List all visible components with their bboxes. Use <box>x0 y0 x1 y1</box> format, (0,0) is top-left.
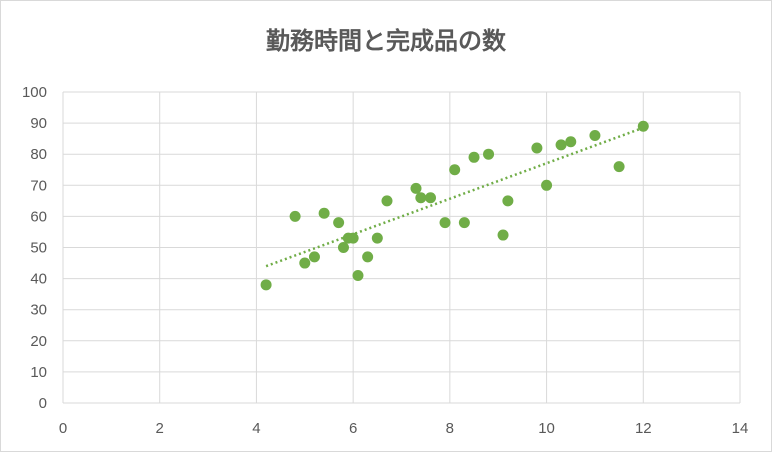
data-point <box>260 279 272 291</box>
trendline <box>265 126 644 268</box>
data-point <box>502 195 514 207</box>
data-point <box>468 151 480 163</box>
data-point <box>299 257 311 269</box>
data-point <box>410 182 422 194</box>
data-point <box>362 251 374 263</box>
gridlines <box>62 91 741 404</box>
data-point <box>308 251 320 263</box>
data-point <box>381 195 393 207</box>
y-tick-label: 80 <box>30 146 47 163</box>
x-tick-label: 6 <box>349 420 357 437</box>
data-point <box>565 136 577 148</box>
data-point <box>613 161 625 173</box>
y-tick-label: 30 <box>30 302 47 319</box>
y-tick-label: 100 <box>22 84 47 101</box>
x-tick-label: 8 <box>446 420 454 437</box>
data-point <box>415 192 427 204</box>
x-tick-label: 2 <box>156 420 164 437</box>
data-point <box>337 242 349 253</box>
y-tick-label: 50 <box>30 240 47 257</box>
data-point <box>371 232 383 244</box>
data-point <box>289 210 301 222</box>
data-points <box>260 120 649 291</box>
data-point <box>439 217 451 229</box>
data-point <box>333 217 345 229</box>
y-tick-label: 40 <box>30 271 47 288</box>
y-tick-label: 70 <box>30 177 47 194</box>
data-point <box>352 269 364 281</box>
y-tick-label: 0 <box>39 395 47 412</box>
data-point <box>497 229 509 241</box>
axis-tick-labels: 0 10 20 30 40 50 60 70 80 90 100 0 2 4 6 8 10 12 14 <box>22 84 748 437</box>
chart-title: 勤務時間と完成品の数 <box>266 27 506 55</box>
y-tick-label: 20 <box>30 333 47 350</box>
y-tick-label: 90 <box>30 115 47 132</box>
data-point <box>541 179 553 191</box>
data-point <box>589 130 601 142</box>
data-point <box>318 207 330 219</box>
y-tick-label: 60 <box>30 208 47 225</box>
y-tick-label: 10 <box>30 364 47 381</box>
x-tick-label: 10 <box>538 420 555 437</box>
x-tick-label: 12 <box>635 420 652 437</box>
data-point <box>449 164 461 176</box>
data-point <box>458 217 470 229</box>
data-point <box>347 232 359 244</box>
data-point <box>483 148 495 160</box>
x-tick-label: 14 <box>732 420 749 437</box>
data-point <box>555 139 567 151</box>
data-point <box>425 192 437 204</box>
trendline-group <box>265 126 644 268</box>
data-point <box>531 142 543 154</box>
x-tick-label: 0 <box>59 420 67 437</box>
x-tick-label: 4 <box>252 420 260 437</box>
data-point <box>637 120 649 132</box>
